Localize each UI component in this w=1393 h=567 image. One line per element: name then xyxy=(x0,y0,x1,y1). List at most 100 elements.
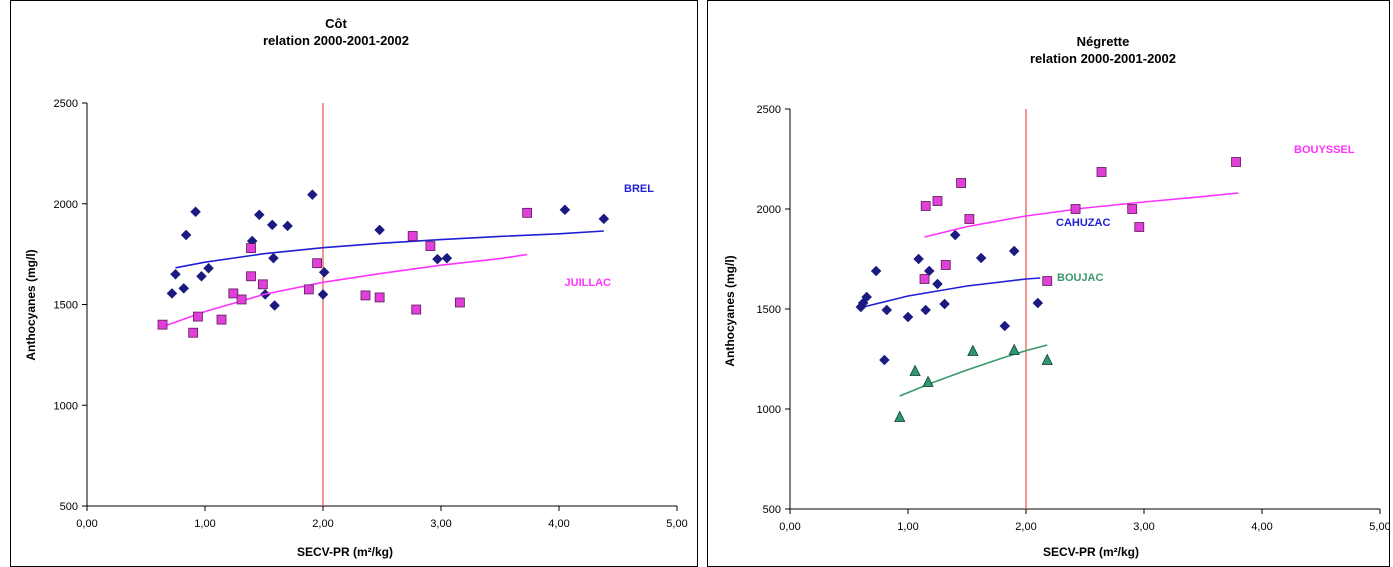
data-point-cahuzac xyxy=(861,291,873,303)
data-point-brel xyxy=(170,268,181,280)
series-label-cahuzac: CAHUZAC xyxy=(1056,217,1110,229)
data-point-brel xyxy=(178,283,190,294)
x-axis-label: SECV-PR (m²/kg) xyxy=(297,545,393,559)
x-tick-label: 4,00 xyxy=(1251,521,1272,533)
chart-subtitle: relation 2000-2001-2002 xyxy=(263,33,409,48)
x-tick-label: 5,00 xyxy=(666,518,687,530)
y-tick-label: 2500 xyxy=(54,98,78,110)
data-point-juillac xyxy=(216,314,227,325)
data-point-juillac xyxy=(407,231,418,241)
data-point-brel xyxy=(318,266,330,278)
data-point-bouyssel xyxy=(1096,167,1107,177)
data-point-cahuzac xyxy=(1008,245,1020,257)
data-point-cahuzac xyxy=(939,298,950,310)
data-point-cahuzac xyxy=(949,229,961,241)
x-tick-label: 5,00 xyxy=(1369,521,1389,533)
data-point-boujac xyxy=(1008,343,1020,355)
chart-panel-negrette: Négrette relation 2000-2001-2002 SECV-PR… xyxy=(707,0,1390,567)
y-axis-label: Anthocyanes (mg/l) xyxy=(723,255,737,366)
chart-title: Côt xyxy=(325,16,347,31)
x-tick-label: 3,00 xyxy=(1133,521,1154,533)
data-point-brel xyxy=(559,204,571,216)
x-tick-label: 0,00 xyxy=(76,518,97,530)
data-point-bouyssel xyxy=(1070,204,1081,214)
y-tick-label: 2000 xyxy=(54,199,78,211)
trend-line-juillac xyxy=(162,253,528,328)
x-tick-label: 2,00 xyxy=(1015,521,1036,533)
data-point-bouyssel xyxy=(940,260,951,270)
y-tick-label: 1500 xyxy=(757,304,781,316)
data-point-bouyssel xyxy=(1231,157,1241,167)
data-point-bouyssel xyxy=(1042,276,1053,286)
data-point-cahuzac xyxy=(902,311,914,323)
data-point-juillac xyxy=(425,241,436,251)
x-axis-label: SECV-PR (m²/kg) xyxy=(1043,545,1139,559)
data-point-brel xyxy=(432,253,443,265)
data-point-boujac xyxy=(909,364,921,376)
data-point-juillac xyxy=(188,327,199,338)
data-point-boujac xyxy=(894,410,906,422)
data-point-brel xyxy=(269,300,280,311)
data-point-boujac xyxy=(1041,353,1053,365)
data-point-juillac xyxy=(246,271,256,282)
data-point-brel xyxy=(307,189,318,201)
y-tick-label: 1000 xyxy=(757,404,781,416)
data-point-cahuzac xyxy=(999,320,1011,332)
data-point-brel xyxy=(268,252,279,264)
data-point-brel xyxy=(598,213,610,225)
data-point-brel xyxy=(266,219,278,231)
data-point-brel xyxy=(180,229,192,241)
y-tick-label: 2500 xyxy=(757,104,781,116)
data-point-juillac xyxy=(257,279,268,290)
data-point-brel xyxy=(166,288,178,299)
data-point-brel xyxy=(374,224,385,236)
data-point-cahuzac xyxy=(920,304,932,316)
data-point-juillac xyxy=(228,288,239,299)
data-point-cahuzac xyxy=(913,253,924,265)
data-point-juillac xyxy=(157,319,168,330)
data-point-bouyssel xyxy=(932,196,943,206)
data-point-cahuzac xyxy=(881,304,893,316)
data-point-brel xyxy=(190,206,201,218)
trend-line-bouyssel xyxy=(924,192,1239,238)
data-point-juillac xyxy=(193,311,203,322)
data-point-cahuzac xyxy=(870,265,882,277)
x-tick-label: 3,00 xyxy=(430,518,451,530)
data-point-brel xyxy=(441,252,453,264)
data-point-cahuzac xyxy=(879,354,890,366)
data-point-bouyssel xyxy=(920,201,931,211)
y-tick-label: 2000 xyxy=(757,204,781,216)
data-point-bouyssel xyxy=(956,178,967,188)
y-tick-label: 1500 xyxy=(54,300,78,312)
data-point-juillac xyxy=(303,284,314,295)
y-tick-label: 500 xyxy=(60,501,78,513)
trend-line-brel xyxy=(175,230,604,269)
data-point-bouyssel xyxy=(1127,204,1138,214)
data-point-brel xyxy=(196,270,207,282)
series-label-brel: BREL xyxy=(624,183,654,195)
data-point-juillac xyxy=(374,292,385,303)
series-label-bouyssel: BOUYSSEL xyxy=(1294,144,1355,156)
data-point-juillac xyxy=(522,207,533,218)
series-label-juillac: JUILLAC xyxy=(565,277,612,289)
chart-subtitle: relation 2000-2001-2002 xyxy=(1030,51,1176,66)
data-point-brel xyxy=(203,262,214,274)
data-point-boujac xyxy=(967,344,979,356)
data-point-juillac xyxy=(246,243,256,253)
data-point-bouyssel xyxy=(1134,222,1145,232)
data-point-cahuzac xyxy=(932,278,943,290)
x-tick-label: 2,00 xyxy=(312,518,333,530)
data-point-brel xyxy=(253,209,265,221)
y-tick-label: 1000 xyxy=(54,400,78,412)
data-point-bouyssel xyxy=(919,274,930,284)
x-tick-label: 1,00 xyxy=(194,518,215,530)
data-point-cahuzac xyxy=(975,252,987,264)
chart-svg-negrette: Négrette relation 2000-2001-2002 SECV-PR… xyxy=(723,34,1389,559)
data-point-brel xyxy=(317,289,329,300)
data-point-juillac xyxy=(312,258,323,269)
data-point-boujac xyxy=(922,375,934,387)
chart-svg-cot: Côt relation 2000-2001-2002 SECV-PR (m²/… xyxy=(24,16,688,559)
series-label-boujac: BOUJAC xyxy=(1057,272,1104,284)
data-point-juillac xyxy=(236,294,247,305)
data-point-juillac xyxy=(454,297,465,308)
